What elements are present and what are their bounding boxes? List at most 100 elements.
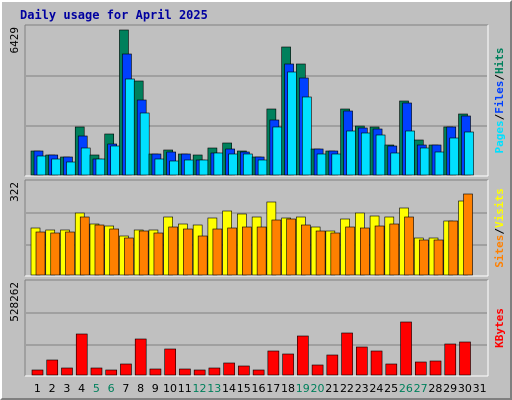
bar-kbytes-day-29 — [444, 343, 457, 376]
bar-sites-day-9 — [153, 232, 164, 276]
x-tick-label-day-8: 8 — [137, 382, 144, 395]
legend-kbytes: KBytes — [493, 308, 506, 348]
x-tick-label-day-18: 18 — [281, 382, 295, 395]
x-tick-label-day-2: 2 — [49, 382, 56, 395]
bar-sites-day-5 — [94, 224, 105, 276]
bar-kbytes-day-17 — [267, 350, 280, 376]
bar-pages-day-28 — [434, 151, 445, 176]
x-tick-label-day-29: 29 — [443, 382, 457, 395]
bar-pages-day-30 — [464, 131, 474, 176]
x-tick-label-day-16: 16 — [252, 382, 266, 395]
bar-sites-day-26 — [404, 216, 414, 276]
bar-pages-day-16 — [257, 159, 268, 176]
bar-pages-day-13 — [213, 152, 224, 176]
bar-pages-day-7 — [125, 78, 135, 176]
bar-sites-day-2 — [50, 232, 61, 276]
bar-pages-day-26 — [405, 130, 415, 176]
bar-kbytes-day-15 — [238, 365, 250, 376]
legend-files: Files — [493, 81, 506, 114]
panel-legend-label: KBytes — [493, 308, 506, 348]
bar-kbytes-day-5 — [90, 367, 103, 376]
x-tick-label-day-26: 26 — [399, 382, 413, 395]
panel-visits-sites: 322 Sites/Visits — [8, 179, 506, 277]
x-tick-label-day-12: 12 — [193, 382, 207, 395]
bar-kbytes-day-19 — [297, 335, 309, 376]
bar-sites-day-17 — [271, 219, 282, 276]
bar-kbytes-day-13 — [208, 367, 221, 376]
bar-kbytes-day-3 — [61, 367, 73, 376]
legend-sites: Sites — [493, 235, 506, 268]
x-tick-label-day-27: 27 — [414, 382, 428, 395]
x-tick-label-day-30: 30 — [458, 382, 472, 395]
bar-pages-day-15 — [243, 153, 253, 176]
legend-hits: Hits — [493, 48, 506, 75]
bar-sites-day-24 — [374, 225, 385, 276]
bar-sites-day-8 — [138, 230, 149, 276]
bar-sites-day-11 — [183, 228, 193, 276]
bar-pages-day-20 — [316, 153, 327, 176]
bar-sites-day-27 — [418, 239, 429, 276]
bar-kbytes-day-30 — [459, 341, 471, 376]
bar-pages-day-29 — [449, 137, 460, 176]
bar-sites-day-20 — [315, 230, 326, 276]
bar-pages-day-8 — [139, 112, 150, 176]
bar-sites-day-14 — [227, 227, 237, 276]
bar-pages-day-25 — [390, 152, 401, 176]
legend-pages: Pages — [493, 120, 506, 153]
bar-sites-day-10 — [168, 226, 178, 276]
bar-pages-day-19 — [302, 96, 312, 176]
x-tick-label-day-17: 17 — [266, 382, 280, 395]
panel-max-label: 528262 — [8, 282, 21, 322]
bar-pages-day-10 — [169, 160, 179, 176]
bar-pages-day-3 — [66, 161, 76, 176]
bar-pages-day-6 — [110, 145, 121, 176]
bar-pages-day-21 — [331, 153, 342, 176]
bar-kbytes-day-7 — [120, 363, 132, 376]
bar-sites-day-21 — [330, 232, 341, 276]
x-tick-label-day-20: 20 — [310, 382, 324, 395]
bar-sites-day-4 — [79, 216, 90, 276]
bar-pages-day-9 — [154, 158, 165, 176]
bar-pages-day-4 — [80, 147, 91, 176]
bar-kbytes-day-12 — [193, 369, 206, 376]
bar-kbytes-day-24 — [370, 350, 383, 376]
bar-kbytes-day-27 — [414, 361, 427, 376]
panel-background — [25, 280, 488, 376]
x-tick-label-day-7: 7 — [122, 382, 129, 395]
bar-kbytes-day-21 — [326, 354, 339, 376]
bar-kbytes-day-1 — [31, 369, 44, 376]
x-tick-label-day-3: 3 — [63, 382, 70, 395]
bar-pages-day-24 — [375, 134, 386, 176]
bar-sites-day-25 — [389, 223, 400, 276]
bar-pages-day-17 — [272, 126, 283, 176]
bar-kbytes-day-16 — [252, 369, 265, 376]
bar-sites-day-7 — [124, 237, 134, 276]
x-tick-label-day-14: 14 — [222, 382, 236, 395]
panel-legend-label: Sites/Visits — [493, 188, 506, 268]
bar-kbytes-day-8 — [134, 338, 147, 376]
bar-kbytes-day-4 — [75, 333, 88, 376]
x-tick-label-day-19: 19 — [296, 382, 310, 395]
bar-sites-day-3 — [65, 231, 75, 276]
x-tick-label-day-13: 13 — [207, 382, 221, 395]
bar-sites-day-15 — [242, 226, 252, 276]
bar-sites-day-18 — [286, 218, 296, 276]
bar-pages-day-12 — [198, 159, 209, 176]
bar-sites-day-30 — [463, 193, 473, 276]
bar-kbytes-day-28 — [429, 360, 442, 376]
bar-sites-day-22 — [345, 226, 355, 276]
panel-kbytes: 528262 KBytes — [8, 279, 506, 377]
x-tick-label-day-5: 5 — [93, 382, 100, 395]
x-tick-label-day-22: 22 — [340, 382, 354, 395]
x-tick-label-day-24: 24 — [369, 382, 383, 395]
chart-title: Daily usage for April 2025 — [20, 8, 208, 22]
bar-kbytes-day-23 — [356, 346, 368, 376]
x-tick-label-day-10: 10 — [163, 382, 177, 395]
bar-kbytes-day-6 — [105, 369, 118, 376]
bar-sites-day-29 — [448, 220, 459, 276]
panel-max-label: 6429 — [8, 27, 21, 54]
x-tick-label-day-4: 4 — [78, 382, 85, 395]
bar-pages-day-14 — [228, 153, 238, 176]
x-tick-label-day-21: 21 — [325, 382, 339, 395]
